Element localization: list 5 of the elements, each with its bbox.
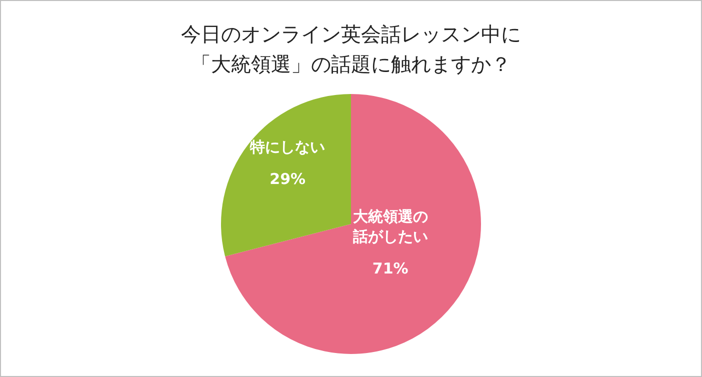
chart-title: 今日のオンライン英会話レッスン中に「大統領選」の話題に触れますか？ xyxy=(180,21,522,78)
slice-label: 特にしない xyxy=(249,138,326,156)
data-label: 29% xyxy=(270,170,306,188)
data-label: 71% xyxy=(372,260,408,278)
slice-label: 大統領選の話がしたい xyxy=(352,208,428,246)
